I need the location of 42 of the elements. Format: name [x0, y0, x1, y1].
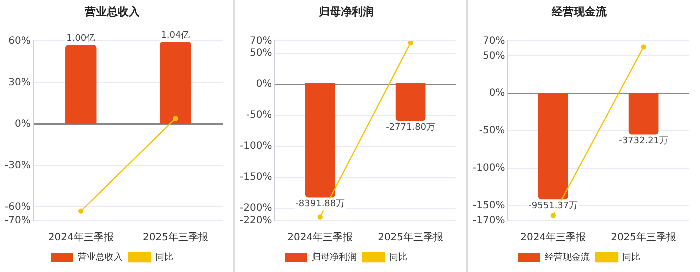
data-label: -8391.88万	[296, 200, 346, 210]
y-tick-label: 70%	[482, 36, 506, 47]
y-tick-label: -200%	[240, 203, 272, 214]
data-label: -9551.37万	[528, 201, 578, 212]
y-tick-label: -100%	[472, 163, 506, 174]
legend-label: 归母净利润	[312, 252, 357, 263]
x-tick-label: 2024年三季报	[48, 232, 114, 244]
legend-label: 同比	[622, 252, 640, 263]
y-tick-label: 50%	[250, 48, 272, 60]
chart-title: 归母净利润	[318, 5, 374, 18]
x-tick-label: 2024年三季报	[288, 232, 354, 244]
y-tick-label: 50%	[482, 50, 506, 62]
legend-label: 经营现金流	[545, 252, 590, 263]
y-tick-label: 0%	[14, 118, 31, 130]
y-tick-label: -60%	[4, 202, 31, 213]
x-tick-label: 2025年三季报	[611, 232, 677, 244]
y-tick-label: -150%	[472, 200, 506, 212]
y-tick-label: -170%	[472, 216, 506, 227]
legend-label: 同比	[156, 252, 174, 263]
data-label: 1.04亿	[161, 30, 190, 41]
chart-title: 经营现金流	[551, 5, 608, 18]
y-tick-label: -100%	[240, 141, 272, 152]
y-tick-label: -70%	[4, 216, 31, 227]
chart-title: 营业总收入	[84, 5, 141, 18]
x-tick-label: 2025年三季报	[142, 232, 208, 244]
y-tick-label: -50%	[479, 126, 506, 137]
y-tick-label: 0%	[256, 79, 272, 90]
y-tick-label: -30%	[4, 160, 31, 172]
data-label: -2771.80万	[386, 123, 436, 134]
legend-label: 同比	[390, 252, 408, 263]
x-tick-label: 2024年三季报	[520, 232, 586, 244]
y-tick-label: 70%	[250, 36, 272, 47]
data-label: -3732.21万	[619, 136, 669, 147]
data-label: 1.00亿	[66, 32, 96, 44]
legend-label: 营业总收入	[78, 252, 123, 263]
y-tick-label: 30%	[8, 77, 31, 88]
y-tick-label: -150%	[240, 172, 272, 184]
y-tick-label: -50%	[246, 110, 272, 122]
y-tick-label: -220%	[240, 216, 272, 227]
x-tick-label: 2025年三季报	[378, 232, 444, 244]
y-tick-label: 60%	[8, 36, 31, 47]
y-tick-label: 0%	[489, 88, 506, 100]
